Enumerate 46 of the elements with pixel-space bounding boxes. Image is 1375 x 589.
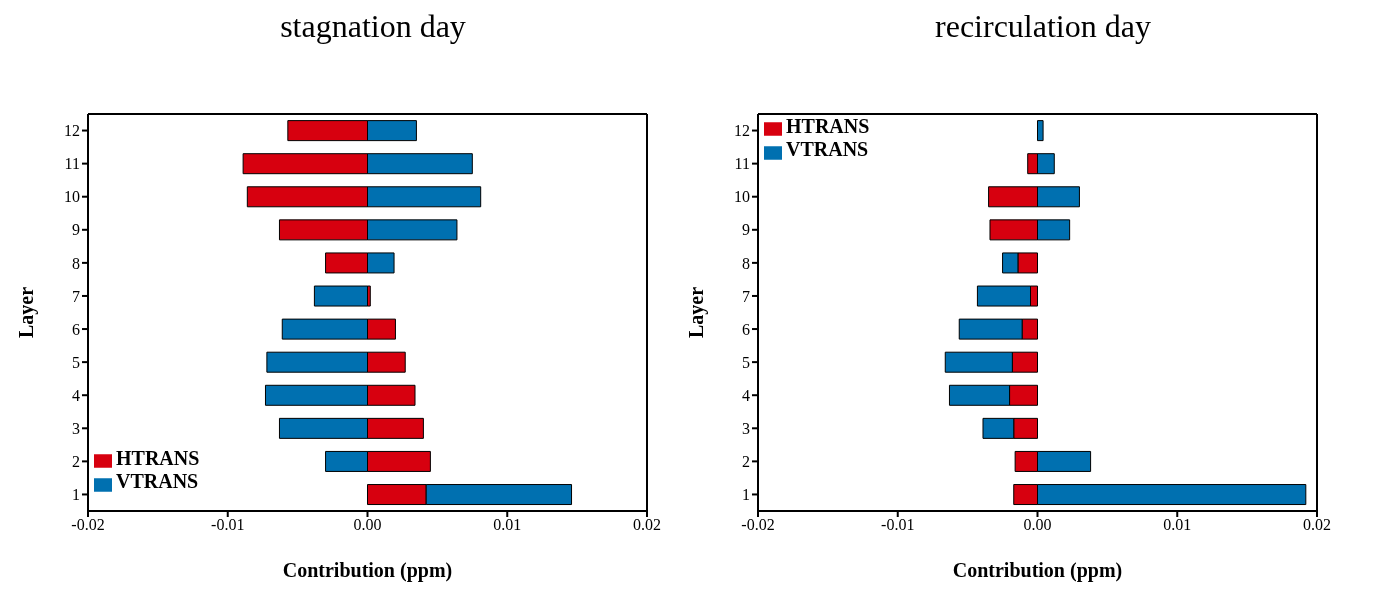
y-tick-label: 5 bbox=[72, 353, 80, 371]
x-tick-label: 0.01 bbox=[1163, 516, 1192, 534]
y-tick-label: 8 bbox=[742, 254, 750, 272]
y-tick-label: 12 bbox=[64, 122, 80, 140]
x-tick-label: -0.02 bbox=[71, 516, 105, 534]
y-tick-label: 6 bbox=[742, 320, 750, 338]
chart-title: stagnation day bbox=[279, 8, 467, 46]
y-axis-title: Layer bbox=[685, 286, 709, 339]
y-tick-label: 11 bbox=[64, 155, 80, 173]
x-tick-label: -0.02 bbox=[741, 516, 775, 534]
x-axis-title: Contribution (ppm) bbox=[282, 559, 453, 582]
x-tick-label: 0.01 bbox=[493, 516, 522, 534]
y-tick-label: 4 bbox=[72, 386, 80, 404]
y-tick-label: 5 bbox=[742, 353, 750, 371]
x-tick-label: 0.02 bbox=[633, 516, 661, 534]
y-tick-label: 3 bbox=[72, 419, 80, 437]
y-tick-label: 9 bbox=[742, 221, 750, 239]
y-tick-label: 9 bbox=[72, 221, 80, 239]
y-tick-label: 10 bbox=[64, 188, 80, 206]
x-tick-label: 0.00 bbox=[1023, 516, 1052, 534]
y-tick-label: 4 bbox=[742, 386, 750, 404]
x-tick-label: 0.00 bbox=[353, 516, 382, 534]
y-tick-label: 8 bbox=[72, 254, 80, 272]
y-axis-title: Layer bbox=[15, 286, 39, 339]
y-tick-label: 6 bbox=[72, 320, 80, 338]
y-tick-label: 3 bbox=[742, 419, 750, 437]
legend-label: VTRANS bbox=[116, 470, 199, 493]
legend-label: VTRANS bbox=[786, 138, 869, 161]
y-tick-label: 1 bbox=[742, 486, 750, 504]
x-axis-title: Contribution (ppm) bbox=[952, 559, 1123, 582]
y-tick-label: 1 bbox=[72, 486, 80, 504]
bar bbox=[313, 285, 368, 307]
y-tick-label: 2 bbox=[742, 453, 750, 471]
x-tick-label: -0.01 bbox=[881, 516, 915, 534]
x-tick-label: -0.01 bbox=[211, 516, 245, 534]
x-tick-label: 0.02 bbox=[1303, 516, 1331, 534]
y-tick-label: 10 bbox=[734, 188, 750, 206]
legend-label: HTRANS bbox=[116, 447, 200, 469]
bar bbox=[1037, 120, 1044, 142]
y-tick-label: 7 bbox=[72, 287, 80, 305]
y-tick-label: 2 bbox=[72, 453, 80, 471]
chart-title: recirculation day bbox=[934, 8, 1152, 46]
y-tick-label: 7 bbox=[742, 287, 750, 305]
y-tick-label: 11 bbox=[734, 155, 750, 173]
legend-label: HTRANS bbox=[786, 115, 870, 137]
y-tick-label: 12 bbox=[734, 122, 750, 140]
